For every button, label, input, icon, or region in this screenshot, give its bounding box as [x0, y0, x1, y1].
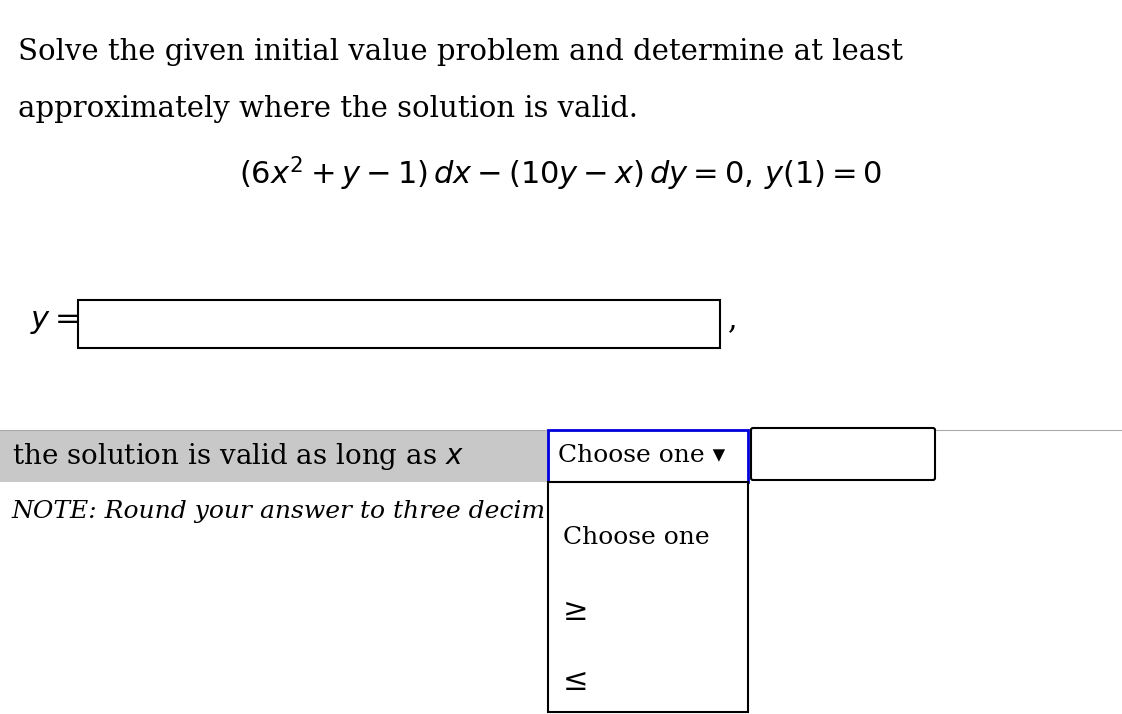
Text: ,: ,: [728, 304, 737, 336]
Text: the solution is valid as long as $x$: the solution is valid as long as $x$: [12, 441, 463, 471]
Text: Choose one ▾: Choose one ▾: [558, 445, 725, 468]
Text: ≤: ≤: [563, 666, 589, 698]
FancyBboxPatch shape: [751, 428, 935, 480]
Text: Choose one: Choose one: [563, 526, 709, 548]
Text: Solve the given initial value problem and determine at least: Solve the given initial value problem an…: [18, 38, 903, 66]
Bar: [0, 430, 548, 482]
Text: NOTE: Round your answer to three decim: NOTE: Round your answer to three decim: [12, 500, 546, 523]
Text: $(6x^2 + y - 1)\, dx - (10y - x)\, dy = 0,\, y(1) = 0$: $(6x^2 + y - 1)\, dx - (10y - x)\, dy = …: [239, 155, 883, 193]
Text: ≥: ≥: [563, 596, 589, 628]
Bar: [548, 430, 748, 482]
Bar: [79, 300, 720, 348]
Bar: [548, 482, 748, 712]
Text: approximately where the solution is valid.: approximately where the solution is vali…: [18, 95, 638, 123]
Text: $y =$: $y =$: [30, 304, 80, 336]
